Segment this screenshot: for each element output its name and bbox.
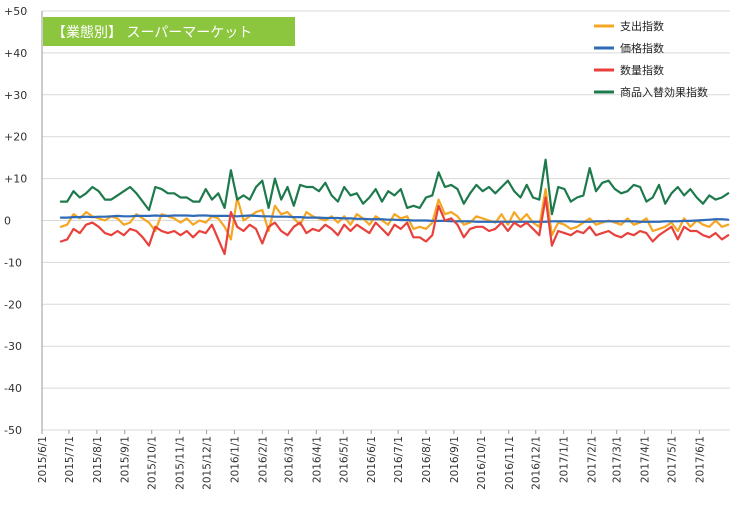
x-tick-label: 2017/2/1 — [587, 436, 599, 483]
series-line — [59, 188, 730, 241]
x-tick-label: 2016/12/1 — [531, 436, 543, 490]
x-tick-label: 2016/3/1 — [283, 436, 295, 483]
legend-label: 支出指数 — [620, 19, 664, 33]
legend-label: 価格指数 — [620, 41, 664, 55]
y-tick-label: -20 — [4, 298, 22, 311]
x-tick-label: 2016/7/1 — [393, 436, 405, 483]
series-line — [59, 214, 730, 223]
x-tick-label: 2016/9/1 — [449, 436, 461, 483]
series-lines — [59, 158, 730, 256]
x-tick-label: 2017/1/1 — [559, 436, 571, 483]
legend-label: 数量指数 — [620, 63, 664, 77]
y-tick-label: +20 — [4, 131, 27, 144]
y-tick-label: -40 — [4, 382, 22, 395]
chart-title-box: 【業態別】 スーパーマーケット — [43, 17, 295, 46]
axes: +50 +40 +30 +20 +10 0 -10 -20 -30 -40 -50 2015/6/1 2… — [4, 5, 706, 490]
x-tick-label: 2016/11/1 — [504, 436, 516, 490]
x-tick-label: 2016/6/1 — [366, 436, 378, 483]
x-tick-label: 2016/5/1 — [338, 436, 350, 483]
y-tick-label: +50 — [4, 5, 27, 18]
x-tick-label: 2016/8/1 — [421, 436, 433, 483]
y-tick-label: -50 — [4, 424, 22, 437]
x-tick-label: 2015/12/1 — [202, 436, 214, 490]
series-line — [59, 158, 730, 216]
y-tick-label: +30 — [4, 89, 27, 102]
x-tick-label: 2017/4/1 — [640, 436, 652, 483]
x-tick-label: 2015/10/1 — [147, 436, 159, 490]
x-tick-label: 2015/11/1 — [175, 436, 187, 490]
y-tick-label: -10 — [4, 256, 22, 269]
chart-title-background — [43, 17, 295, 46]
x-tick-label: 2015/7/1 — [64, 436, 76, 483]
y-tick-label: +40 — [4, 47, 27, 60]
y-tick-label: 0 — [4, 215, 11, 228]
chart-title: 【業態別】 スーパーマーケット — [52, 25, 252, 41]
y-tick-label: -30 — [4, 340, 22, 353]
x-tick-label: 2017/6/1 — [694, 436, 706, 483]
x-tick-label: 2016/10/1 — [476, 436, 488, 490]
series-line — [59, 196, 730, 256]
x-tick-label: 2016/1/1 — [229, 436, 241, 483]
x-tick-label: 2016/2/1 — [257, 436, 269, 483]
x-tick-label: 2017/3/1 — [612, 436, 624, 483]
x-tick-label: 2015/9/1 — [120, 436, 132, 483]
x-tick-label: 2015/8/1 — [92, 436, 104, 483]
y-tick-label: +10 — [4, 173, 27, 186]
x-tick-label: 2017/5/1 — [667, 436, 679, 483]
legend-label: 商品入替効果指数 — [620, 85, 708, 99]
x-tick-label: 2016/4/1 — [311, 436, 323, 483]
x-tick-label: 2015/6/1 — [37, 436, 49, 483]
